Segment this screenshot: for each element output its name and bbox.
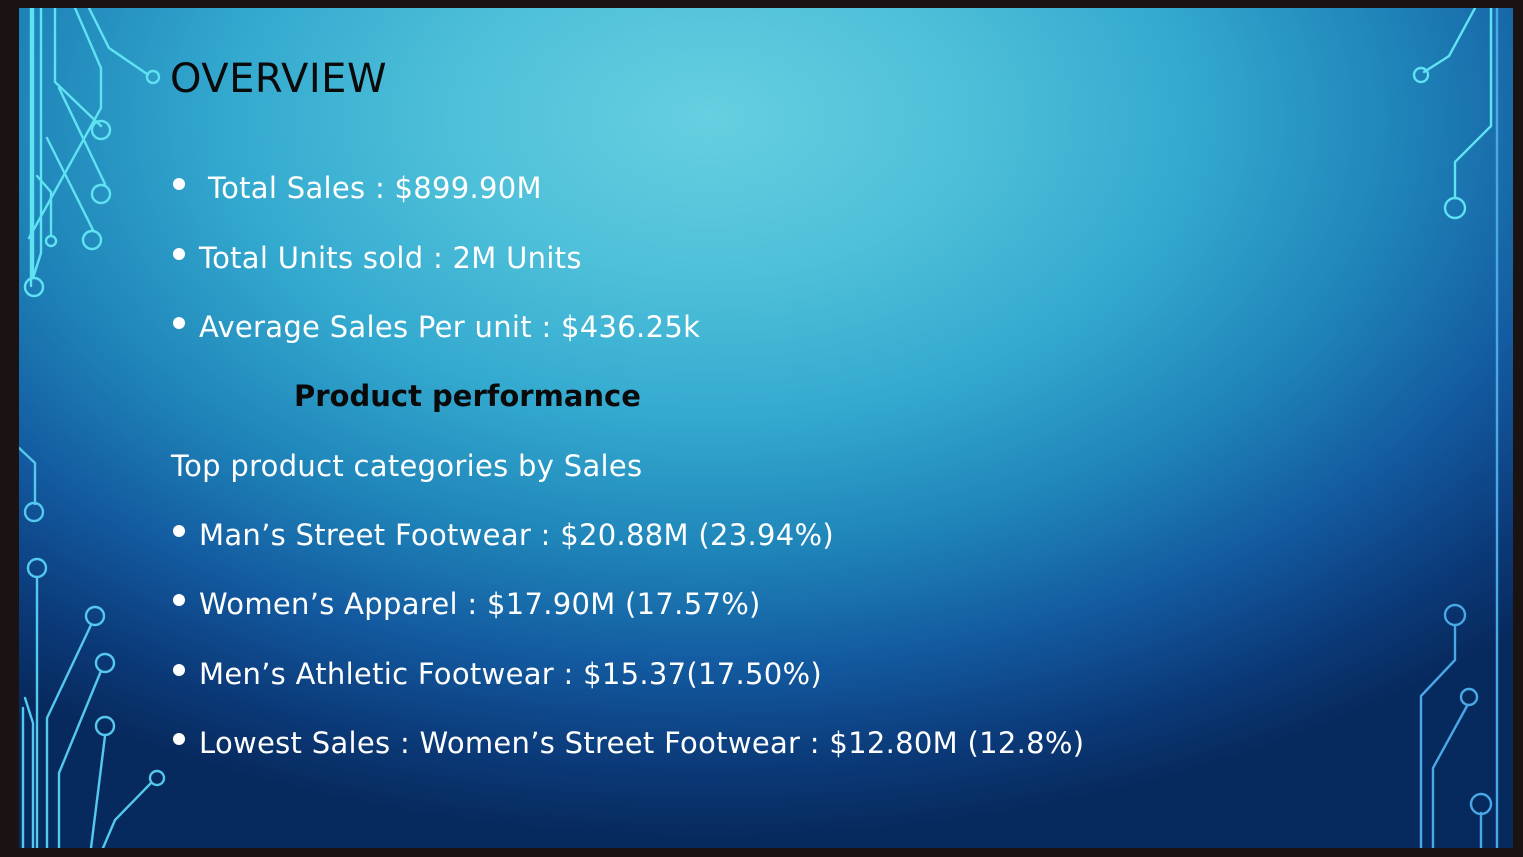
summary-item-total-sales: Total Sales : $899.90M [208,171,542,205]
category-item-lowest-sales: Lowest Sales : Women’s Street Footwear :… [199,726,1085,760]
slide-title: OVERVIEW [170,56,388,102]
bullet-icon [173,594,185,606]
category-item-womens-apparel: Women’s Apparel : $17.90M (17.57%) [199,587,761,621]
bullet-icon [173,178,185,190]
section-heading: Product performance [294,379,641,413]
circuit-decoration [19,8,1499,848]
bullet-icon [173,317,185,329]
bullet-icon [173,248,185,260]
section-intro: Top product categories by Sales [171,449,643,483]
bullet-icon [173,664,185,676]
summary-item-total-units: Total Units sold : 2M Units [199,241,582,275]
bullet-icon [173,525,185,537]
slide [19,8,1513,848]
category-item-mens-athletic: Men’s Athletic Footwear : $15.37(17.50%) [199,657,822,691]
summary-item-average-sales: Average Sales Per unit : $436.25k [199,310,701,344]
category-item-mens-street: Man’s Street Footwear : $20.88M (23.94%) [199,518,834,552]
bullet-icon [173,733,185,745]
